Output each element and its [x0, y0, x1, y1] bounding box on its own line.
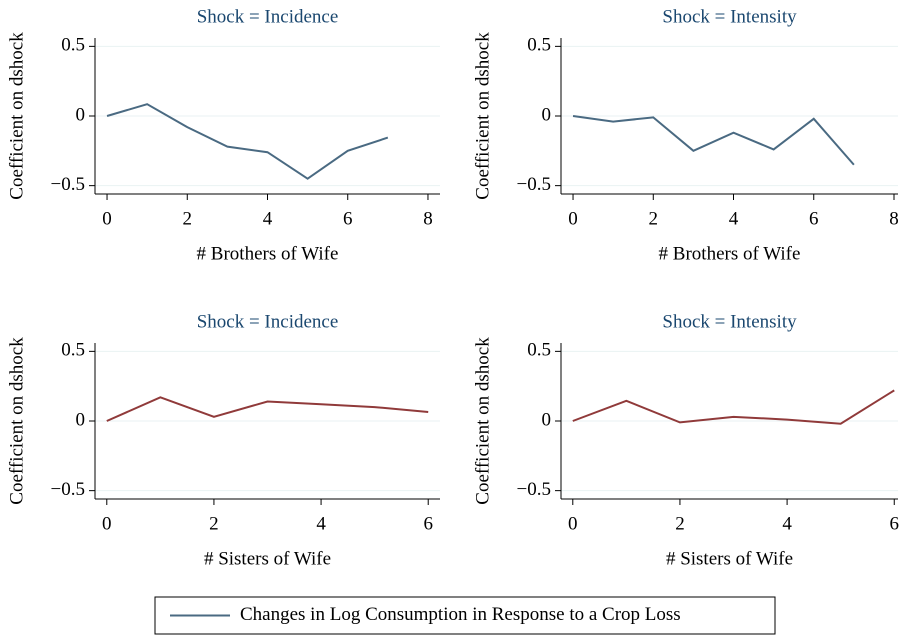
x-tick-label: 6 — [423, 513, 433, 534]
chart-title: Shock = Intensity — [662, 6, 797, 27]
y-tick-label: 0.5 — [527, 340, 551, 361]
data-line — [572, 389, 895, 425]
x-tick-label: 8 — [423, 208, 433, 229]
x-tick-label: 4 — [729, 208, 739, 229]
chart-title: Shock = Incidence — [197, 6, 339, 27]
y-tick-label: 0 — [76, 104, 86, 125]
x-tick-label: 2 — [183, 208, 193, 229]
x-tick-label: 4 — [782, 513, 792, 534]
x-tick-label: 2 — [675, 513, 685, 534]
y-axis-label: Coefficient on dshock — [472, 337, 493, 505]
x-axis-label: # Sisters of Wife — [666, 548, 793, 569]
x-axis-label: # Brothers of Wife — [659, 243, 801, 264]
y-tick-label: 0 — [542, 409, 552, 430]
chart-title: Shock = Incidence — [197, 311, 339, 332]
x-tick-label: 2 — [209, 513, 219, 534]
y-tick-label: −0.5 — [517, 174, 551, 195]
x-tick-label: 0 — [102, 513, 112, 534]
y-axis-label: Coefficient on dshock — [6, 337, 27, 505]
y-tick-label: 0.5 — [527, 35, 551, 56]
data-line — [106, 103, 389, 180]
chart-title: Shock = Intensity — [662, 311, 797, 332]
y-tick-label: −0.5 — [51, 174, 85, 195]
y-tick-label: 0 — [76, 409, 86, 430]
data-line — [106, 396, 429, 422]
x-tick-label: 0 — [102, 208, 112, 229]
x-tick-label: 2 — [649, 208, 659, 229]
x-tick-label: 8 — [889, 208, 899, 229]
y-tick-label: 0.5 — [61, 35, 85, 56]
legend-box — [154, 596, 776, 635]
x-tick-label: 0 — [568, 208, 578, 229]
x-tick-label: 6 — [889, 513, 899, 534]
x-axis-label: # Sisters of Wife — [204, 548, 331, 569]
x-tick-label: 0 — [568, 513, 578, 534]
x-tick-label: 4 — [263, 208, 273, 229]
y-axis-label: Coefficient on dshock — [6, 32, 27, 200]
x-tick-label: 6 — [343, 208, 353, 229]
y-tick-label: −0.5 — [51, 479, 85, 500]
x-tick-label: 6 — [809, 208, 819, 229]
legend-label: Changes in Log Consumption in Response t… — [240, 604, 681, 625]
y-tick-label: 0.5 — [61, 340, 85, 361]
x-tick-label: 4 — [316, 513, 326, 534]
y-tick-label: −0.5 — [517, 479, 551, 500]
data-line — [572, 115, 855, 166]
y-axis-label: Coefficient on dshock — [472, 32, 493, 200]
x-axis-label: # Brothers of Wife — [197, 243, 339, 264]
y-tick-label: 0 — [542, 104, 552, 125]
